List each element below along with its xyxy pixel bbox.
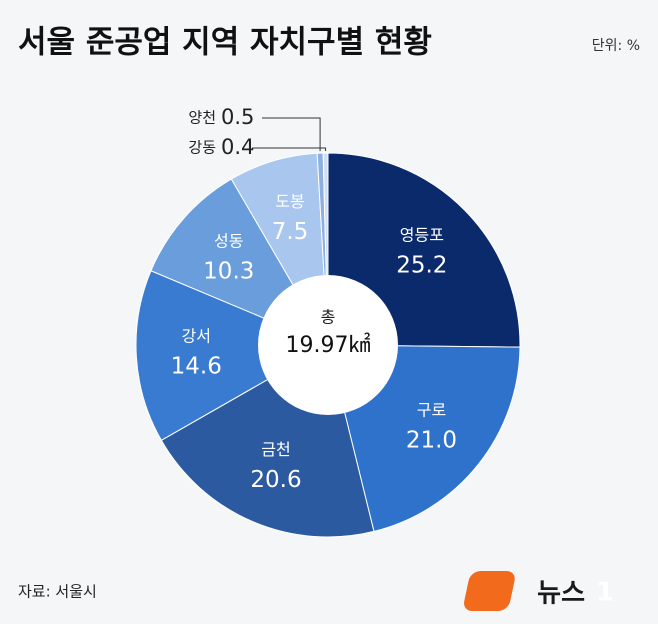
outside-value: 0.4 bbox=[221, 135, 254, 159]
value-label: 25.2 bbox=[396, 253, 447, 279]
leader-line bbox=[262, 117, 321, 152]
brand-text: 뉴스 bbox=[537, 579, 585, 609]
outside-label: 양천 bbox=[188, 109, 216, 127]
value-label: 10.3 bbox=[203, 258, 254, 284]
slice-label: 성동 bbox=[214, 231, 243, 250]
slice-label: 영등포 bbox=[400, 226, 444, 245]
outside-value: 0.5 bbox=[221, 105, 254, 129]
slice-label: 강서 bbox=[182, 327, 211, 346]
center-label: 총 bbox=[321, 308, 336, 327]
value-label: 7.5 bbox=[272, 219, 309, 245]
brand-mark: 1 bbox=[596, 578, 614, 608]
slice-label: 도봉 bbox=[275, 192, 304, 211]
center-hole bbox=[258, 275, 398, 415]
center-value: 19.97㎢ bbox=[286, 332, 371, 358]
unit: 단위: % bbox=[592, 38, 640, 54]
chart-title: 서울 준공업 지역 자치구별 현황 bbox=[18, 25, 432, 61]
outside-label: 강동 bbox=[188, 139, 216, 157]
slice-label: 구로 bbox=[417, 400, 446, 419]
brand-badge bbox=[464, 571, 515, 611]
value-label: 21.0 bbox=[406, 427, 457, 453]
source: 자료: 서울시 bbox=[18, 583, 97, 601]
slice-label: 금천 bbox=[261, 440, 290, 459]
slice bbox=[135, 270, 330, 441]
value-label: 20.6 bbox=[250, 467, 301, 493]
leader-line bbox=[252, 147, 327, 152]
value-label: 14.6 bbox=[171, 354, 222, 380]
